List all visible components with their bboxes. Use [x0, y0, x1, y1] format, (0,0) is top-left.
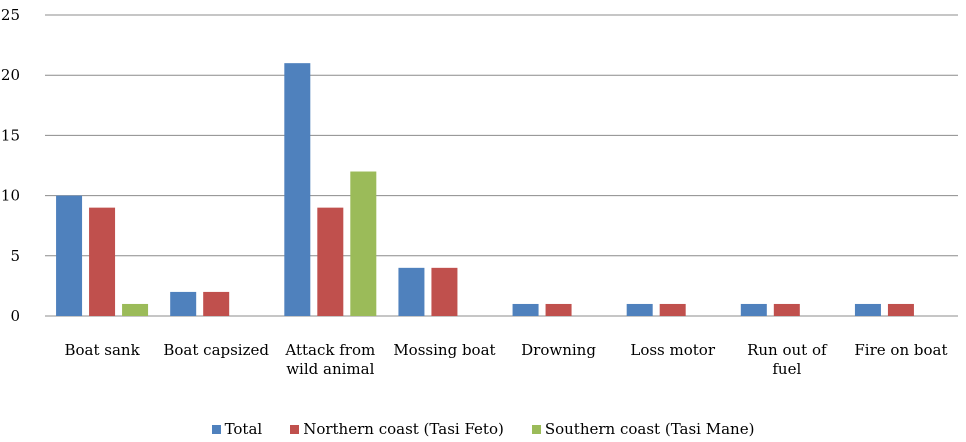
legend-swatch-northern-coast	[290, 424, 300, 434]
bar-0-4	[512, 303, 539, 316]
x-category-label-3: Mossing boat	[393, 341, 495, 359]
x-category-label-1: Boat capsized	[163, 341, 269, 359]
x-category-label-2: Attack from wild animal	[284, 341, 375, 378]
y-tick-label-0: 0	[10, 307, 20, 325]
bar-0-3	[398, 267, 425, 316]
bar-1-5	[659, 303, 686, 316]
legend-item-total: Total	[211, 420, 263, 438]
bar-0-5	[626, 303, 653, 316]
x-category-label-0: Boat sank	[64, 341, 140, 359]
bar-0-7	[854, 303, 881, 316]
x-category-label-4: Drowning	[521, 341, 596, 359]
y-tick-label-25: 25	[1, 6, 20, 24]
bar-1-1	[203, 291, 230, 316]
x-category-label-7: Fire on boat	[854, 341, 947, 359]
legend-swatch-total	[211, 424, 221, 434]
legend-item-southern-coast: Southern coast (Tasi Mane)	[531, 420, 755, 438]
bar-1-2	[317, 207, 344, 316]
bar-0-0	[56, 195, 83, 316]
y-tick-label-10: 10	[1, 187, 20, 205]
legend-label-southern-coast: Southern coast (Tasi Mane)	[544, 420, 755, 438]
bar-1-3	[431, 267, 458, 316]
legend-item-northern-coast: Northern coast (Tasi Feto)	[290, 420, 504, 438]
chart-legend: Total Northern coast (Tasi Feto) Souther…	[0, 420, 966, 438]
bar-0-1	[170, 291, 197, 316]
bar-1-7	[887, 303, 914, 316]
bar-chart: 0 5 10 15 20 25 Boat sank Boat capsized Attack f…	[1, 6, 958, 378]
y-tick-label-20: 20	[1, 66, 20, 84]
bar-0-6	[740, 303, 767, 316]
x-category-label-6: Run out of fuel	[747, 341, 828, 378]
bar-1-4	[545, 303, 572, 316]
legend-swatch-southern-coast	[531, 424, 541, 434]
bar-2-2	[350, 171, 377, 316]
x-category-label-5: Loss motor	[630, 341, 715, 359]
bar-1-0	[89, 207, 116, 316]
bar-1-6	[773, 303, 800, 316]
y-tick-label-15: 15	[1, 126, 20, 144]
bar-0-2	[284, 63, 311, 316]
legend-label-total: Total	[224, 420, 263, 438]
y-tick-label-5: 5	[10, 247, 20, 265]
bar-2-0	[122, 303, 149, 316]
legend-label-northern-coast: Northern coast (Tasi Feto)	[303, 420, 504, 438]
